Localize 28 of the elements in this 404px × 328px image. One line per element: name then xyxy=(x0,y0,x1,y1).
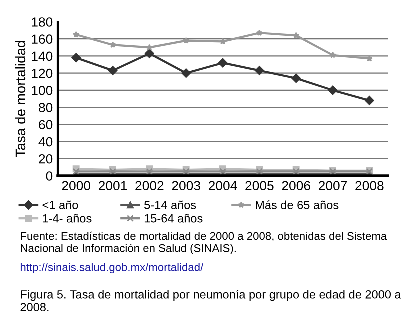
source-note: Fuente: Estadísticas de mortalidad de 2000 a 2008, obtenidas del Sistema Nacional de Información en Salud (SINAIS). xyxy=(21,232,388,254)
x-tick-label: 2004 xyxy=(208,181,238,191)
y-axis-title: Tasa de mortalidad xyxy=(15,41,26,158)
text: http://sinais.salud.gob.mx/mortalidad/ xyxy=(20,263,204,274)
legend-label: <1 año xyxy=(42,200,78,210)
y-tick-label: 40 xyxy=(38,137,53,147)
y-tick-label: 140 xyxy=(32,52,53,62)
legend-label: 1-4- años xyxy=(43,214,92,223)
y-tick-label: 180 xyxy=(32,18,53,27)
legend-label: 15-64 años xyxy=(144,214,203,223)
legend-label: Más de 65 años xyxy=(256,200,339,210)
x-tick-label: 2001 xyxy=(98,181,128,191)
y-tick-label: 0 xyxy=(46,172,53,181)
y-tick-label: 80 xyxy=(39,103,53,112)
y-tick-label: 100 xyxy=(32,86,53,96)
x-tick-label: 2002 xyxy=(136,181,164,191)
x-tick-label: 2003 xyxy=(172,181,200,191)
x-tick-label: 2008 xyxy=(356,181,384,191)
text: Figura 5. Tasa de mortalidad por neumonía por grupo de edad de 2000 a 2008. xyxy=(20,290,402,312)
y-tick-label: 20 xyxy=(39,154,53,164)
y-tick-label: 60 xyxy=(39,120,53,130)
x-tick-label: 2007 xyxy=(318,181,348,191)
x-tick-label: 2000 xyxy=(62,181,90,191)
legend-label: 5-14 años xyxy=(144,200,196,210)
y-tick-label: 120 xyxy=(32,68,53,78)
y-tick-label: 160 xyxy=(32,34,53,44)
x-tick-label: 2005 xyxy=(246,181,274,191)
x-tick-label: 2006 xyxy=(282,181,310,191)
